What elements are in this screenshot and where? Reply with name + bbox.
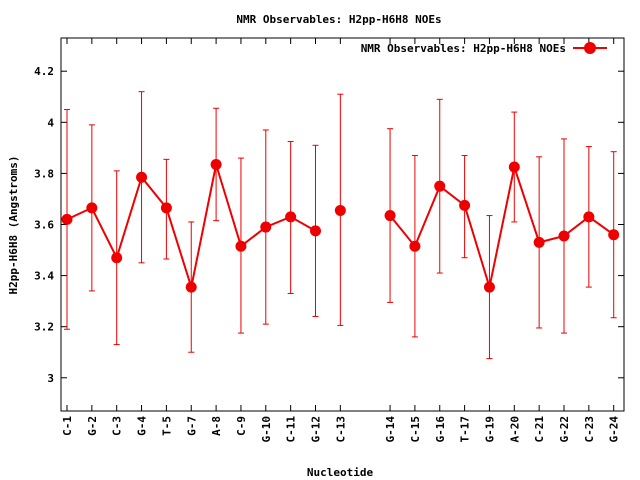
x-tick-label: G-14 <box>384 416 397 443</box>
y-tick-label: 3.4 <box>34 270 54 283</box>
y-axis: 3 3.2 3.4 3.6 3.8 4 4.2 <box>34 65 624 385</box>
data-point <box>459 199 471 211</box>
data-point <box>409 240 421 252</box>
x-tick-label: T-5 <box>160 416 173 436</box>
y-axis-label: H2pp-H6H8 (Angstroms) <box>7 155 20 294</box>
x-tick-label: C-13 <box>334 416 347 443</box>
x-tick-label: C-9 <box>235 416 248 436</box>
x-tick-label: A-20 <box>508 416 521 443</box>
x-tick-label: G-16 <box>434 416 447 443</box>
x-tick-label: G-22 <box>558 416 571 443</box>
x-tick-label: C-15 <box>409 416 422 443</box>
data-point <box>434 180 446 192</box>
data-point <box>310 225 321 237</box>
y-tick-label: 3 <box>47 372 54 385</box>
data-point <box>185 281 197 293</box>
y-tick-label: 3.6 <box>34 219 54 232</box>
data-point <box>86 202 98 214</box>
legend-marker <box>584 42 596 54</box>
data-point <box>384 210 396 222</box>
y-tick-label: 3.2 <box>34 321 54 334</box>
data-point <box>558 230 570 242</box>
legend-label: NMR Observables: H2pp-H6H8 NOEs <box>361 42 566 55</box>
data-point <box>111 252 123 264</box>
data-point <box>608 229 620 241</box>
x-tick-label: C-23 <box>583 416 596 443</box>
data-point <box>136 171 148 183</box>
data-point <box>260 221 272 233</box>
data-point <box>533 236 545 248</box>
data-point <box>210 158 222 170</box>
legend: NMR Observables: H2pp-H6H8 NOEs <box>361 42 607 55</box>
data-points <box>61 158 620 293</box>
data-point <box>508 161 520 173</box>
x-tick-label: C-21 <box>533 416 546 443</box>
x-tick-label: G-4 <box>136 416 149 436</box>
y-tick-label: 3.8 <box>34 167 54 180</box>
x-tick-label: G-19 <box>483 416 496 443</box>
x-tick-label: G-24 <box>608 416 621 443</box>
x-axis: C-1 G-2 C-3 G-4 T-5 G-7 A-8 C-9 G-10 C-11 G-12 C-13… <box>61 38 621 443</box>
x-tick-label: G-12 <box>310 416 323 443</box>
x-tick-label: G-10 <box>260 416 273 443</box>
x-tick-label: G-2 <box>86 416 99 436</box>
x-tick-label: C-1 <box>61 416 74 436</box>
x-tick-label: C-3 <box>111 416 124 436</box>
data-point <box>483 281 495 293</box>
data-point <box>160 202 172 214</box>
data-point <box>235 240 247 252</box>
x-tick-label: T-17 <box>459 416 472 443</box>
data-point <box>334 204 346 216</box>
x-tick-label: G-7 <box>185 416 198 436</box>
data-point <box>61 213 73 225</box>
data-point <box>583 211 595 223</box>
series-line <box>389 163 615 288</box>
y-tick-label: 4 <box>47 116 54 129</box>
y-tick-label: 4.2 <box>34 65 54 78</box>
chart-title: NMR Observables: H2pp-H6H8 NOEs <box>236 13 441 26</box>
data-point <box>285 211 297 223</box>
x-axis-label: Nucleotide <box>307 466 374 479</box>
x-tick-label: A-8 <box>210 416 223 436</box>
x-tick-label: C-11 <box>285 416 298 443</box>
